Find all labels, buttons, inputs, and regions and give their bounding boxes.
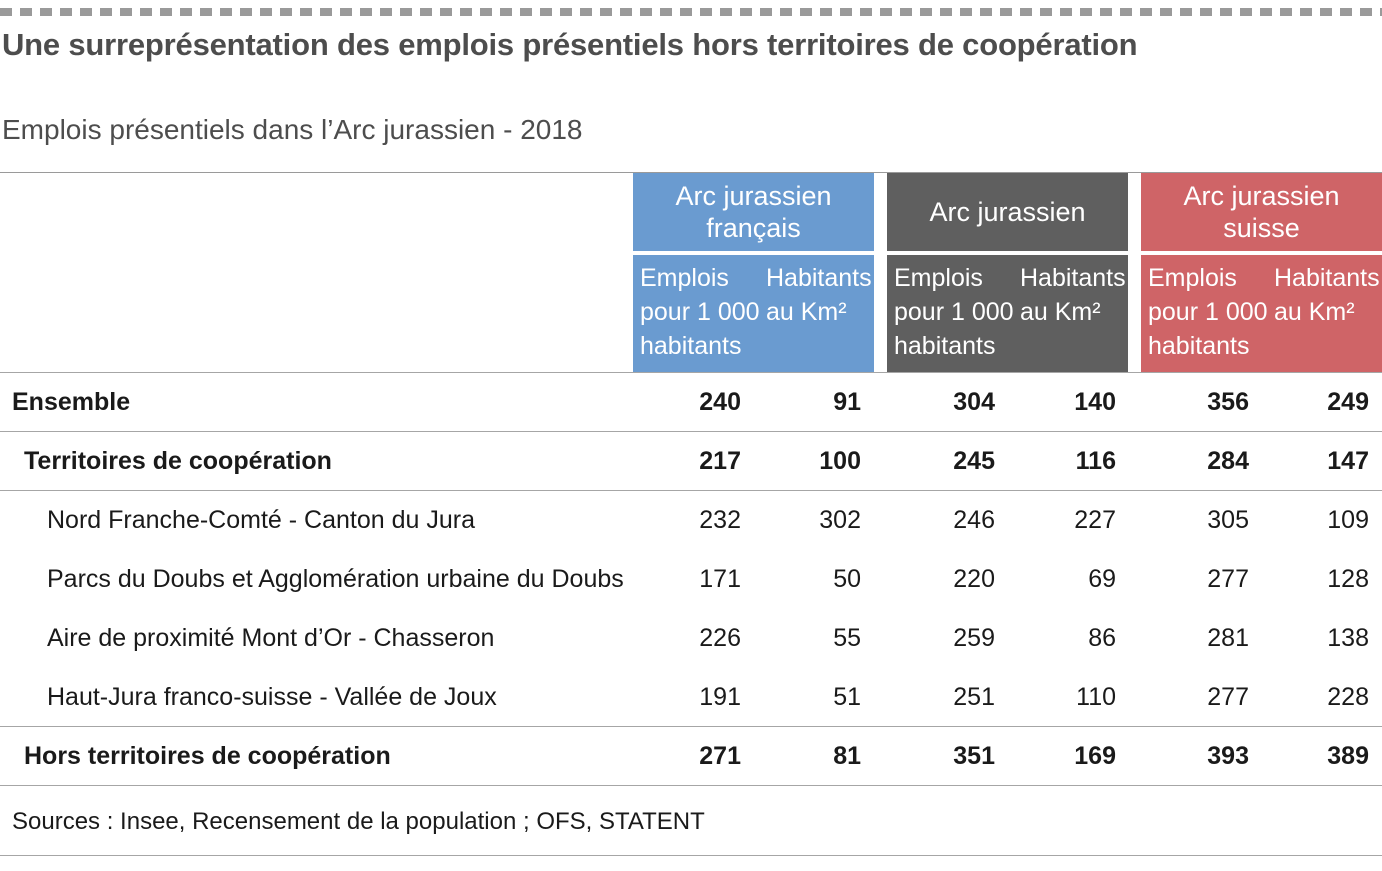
group-header-arc: Arc jurassien <box>887 173 1128 251</box>
table-row-mont-dor: Aire de proximité Mont d’Or - Chasseron … <box>0 609 1382 667</box>
group-header-suisse: Arc jurassien suisse <box>1141 173 1382 251</box>
cell-value: 86 <box>1088 624 1116 652</box>
cell-value: 277 <box>1207 683 1249 711</box>
row-rule <box>0 726 1382 727</box>
cell-value: 91 <box>833 388 861 416</box>
subheader-emplois: Emplois pour 1 000 habitants <box>894 264 1014 360</box>
subheader-arc: Emplois pour 1 000 habitants Habitants a… <box>887 255 1128 372</box>
group-header-label: Arc jurassien <box>929 197 1086 227</box>
source-note: Sources : Insee, Recensement de la popul… <box>12 808 705 835</box>
cell-value: 116 <box>1075 447 1116 475</box>
table-bottom-rule <box>0 785 1382 786</box>
cell-value: 271 <box>699 742 741 770</box>
cell-value: 351 <box>953 742 995 770</box>
cell-value: 110 <box>1076 683 1116 711</box>
cell-value: 305 <box>1207 506 1249 534</box>
cell-value: 393 <box>1207 742 1249 770</box>
cell-value: 147 <box>1327 447 1369 475</box>
cell-value: 138 <box>1327 624 1369 652</box>
cell-value: 69 <box>1088 565 1116 593</box>
row-rule <box>0 490 1382 491</box>
cell-value: 51 <box>833 683 861 711</box>
table-row-nord-franche-comte: Nord Franche-Comté - Canton du Jura 232 … <box>0 491 1382 549</box>
subheader-emplois: Emplois pour 1 000 habitants <box>1148 264 1268 360</box>
row-label: Nord Franche-Comté - Canton du Jura <box>47 506 475 534</box>
cell-value: 304 <box>953 388 995 416</box>
row-label: Ensemble <box>12 388 131 416</box>
page-title: Une surreprésentation des emplois présen… <box>2 27 1138 62</box>
cell-value: 217 <box>699 447 741 475</box>
page-subtitle: Emplois présentiels dans l’Arc jurassien… <box>2 114 583 145</box>
footer-rule <box>0 855 1382 856</box>
group-header-label: Arc jurassien suisse <box>1183 181 1340 243</box>
cell-value: 128 <box>1327 565 1369 593</box>
cell-value: 284 <box>1207 447 1249 475</box>
cell-value: 251 <box>953 683 995 711</box>
subheader-emplois: Emplois pour 1 000 habitants <box>640 264 760 360</box>
subheader-suisse: Emplois pour 1 000 habitants Habitants a… <box>1141 255 1382 372</box>
table-row-haut-jura: Haut-Jura franco-suisse - Vallée de Joux… <box>0 668 1382 726</box>
cell-value: 277 <box>1207 565 1249 593</box>
subheader-habitants: Habitants au Km² <box>1274 264 1380 326</box>
cell-value: 55 <box>833 624 861 652</box>
row-label: Territoires de coopération <box>24 447 332 475</box>
cell-value: 109 <box>1327 506 1369 534</box>
table-row-parcs-du-doubs: Parcs du Doubs et Agglomération urbaine … <box>0 550 1382 608</box>
cell-value: 100 <box>819 447 861 475</box>
table-row-territoires: Territoires de coopération 217 100 245 1… <box>0 432 1382 490</box>
cell-value: 232 <box>699 506 741 534</box>
cell-value: 226 <box>699 624 741 652</box>
row-label: Parcs du Doubs et Agglomération urbaine … <box>47 565 624 593</box>
cell-value: 259 <box>953 624 995 652</box>
cell-value: 191 <box>699 683 741 711</box>
top-dashed-rule <box>0 8 1382 16</box>
subheader-habitants: Habitants au Km² <box>1020 264 1126 326</box>
table-row-ensemble: Ensemble 240 91 304 140 356 249 <box>0 373 1382 431</box>
subheader-france: Emplois pour 1 000 habitants Habitants a… <box>633 255 874 372</box>
subheader-habitants: Habitants au Km² <box>766 264 872 326</box>
cell-value: 389 <box>1327 742 1369 770</box>
row-label: Haut-Jura franco-suisse - Vallée de Joux <box>47 683 497 711</box>
cell-value: 245 <box>953 447 995 475</box>
group-header-label: Arc jurassien français <box>675 181 832 243</box>
cell-value: 81 <box>833 742 861 770</box>
cell-value: 246 <box>953 506 995 534</box>
header-bottom-rule <box>0 372 1382 373</box>
cell-value: 302 <box>819 506 861 534</box>
row-label: Aire de proximité Mont d’Or - Chasseron <box>47 624 495 652</box>
cell-value: 356 <box>1207 388 1249 416</box>
cell-value: 228 <box>1327 683 1369 711</box>
cell-value: 50 <box>833 565 861 593</box>
cell-value: 227 <box>1074 506 1116 534</box>
table-row-hors-territoires: Hors territoires de coopération 271 81 3… <box>0 727 1382 785</box>
cell-value: 249 <box>1327 388 1369 416</box>
row-rule <box>0 431 1382 432</box>
cell-value: 169 <box>1074 742 1116 770</box>
cell-value: 220 <box>953 565 995 593</box>
table-top-rule <box>0 172 1382 173</box>
cell-value: 171 <box>699 565 741 593</box>
cell-value: 140 <box>1074 388 1116 416</box>
cell-value: 281 <box>1207 624 1249 652</box>
row-label: Hors territoires de coopération <box>24 742 391 770</box>
group-header-france: Arc jurassien français <box>633 173 874 251</box>
cell-value: 240 <box>699 388 741 416</box>
